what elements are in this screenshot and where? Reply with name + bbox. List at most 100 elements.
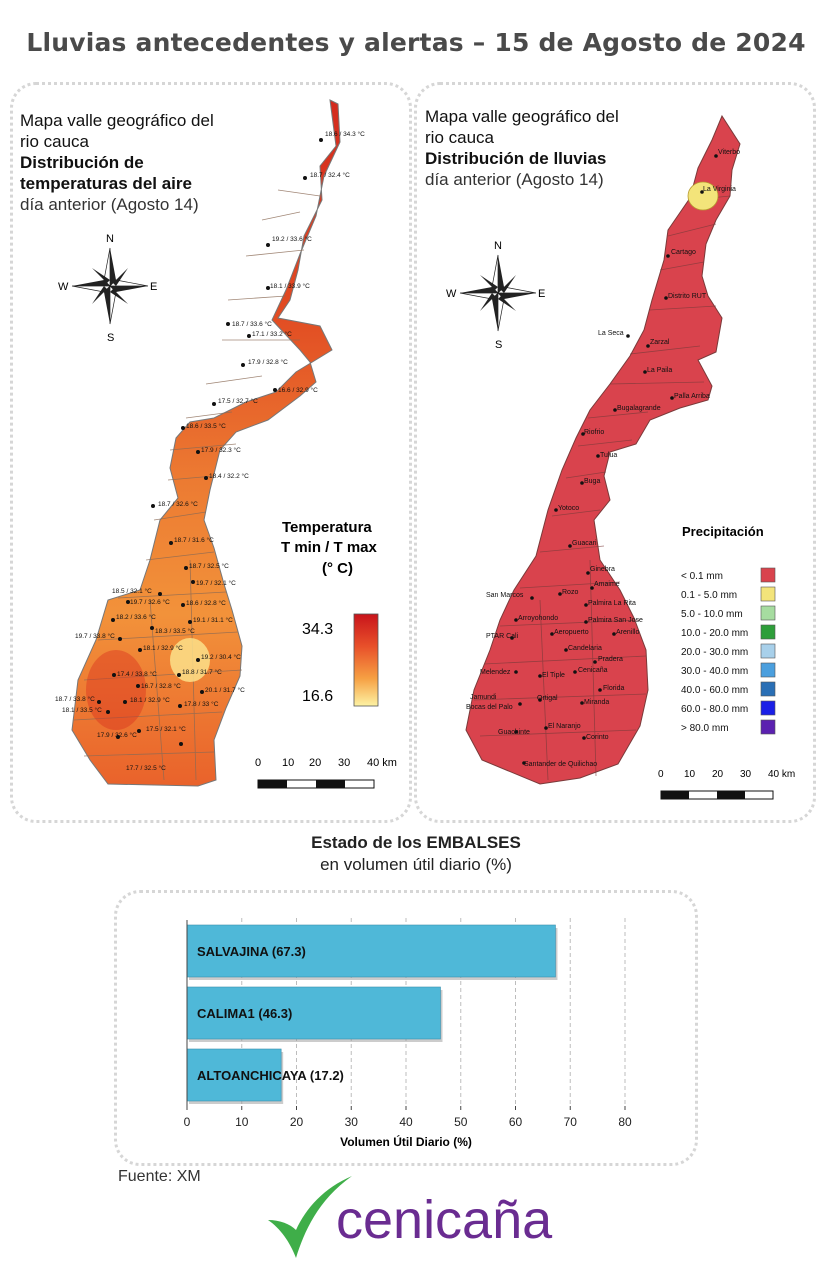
temperature-map: 18.6 / 34.3 °C 18.7 / 32.4 °C 19.2 / 33.…: [55, 99, 397, 789]
station-label: 18.2 / 33.6 °C: [116, 613, 156, 621]
page-title: Lluvias antecedentes y alertas – 15 de A…: [26, 28, 806, 57]
x-tick-labels: 0 10 20 30 40 50 60 70 80: [184, 1106, 632, 1129]
station-label: 18.7 / 31.6 °C: [174, 536, 214, 544]
source-note: Fuente: XM: [118, 1168, 201, 1185]
temperature-station-dots: [97, 138, 323, 746]
station-label: 18.1 / 33.9 °C: [270, 282, 310, 290]
scale-label: 40 km: [367, 757, 397, 769]
station-label: 17.7 / 32.5 °C: [126, 764, 166, 772]
logo-wordmark: cenicaña: [336, 1190, 553, 1250]
bar-label: ALTOANCHICAYA (17.2): [197, 1068, 344, 1083]
precip-legend-label: > 80.0 mm: [681, 723, 729, 734]
station-label: 19.7 / 33.8 °C: [75, 632, 115, 640]
bar: [186, 986, 441, 1040]
place-label: El Tiple: [542, 672, 565, 679]
temp-legend-max: 34.3: [302, 621, 333, 638]
temperature-map-title: Mapa valle geográfico del rio cauca Dist…: [20, 110, 280, 215]
place-label: Riofrio: [584, 429, 604, 436]
rain-region-shape: [465, 114, 741, 785]
station-label: 18.6 / 33.5 °C: [186, 422, 226, 430]
rain-place-dots: [510, 154, 718, 765]
compass-s: S: [107, 332, 114, 344]
place-label: Ortigal: [537, 695, 558, 702]
precip-legend-label: 30.0 - 40.0 mm: [681, 666, 748, 677]
x-tick-label: 0: [184, 1115, 191, 1129]
station-label: 19.2 / 33.6 °C: [272, 235, 312, 243]
precip-legend-title: Precipitación: [682, 524, 764, 539]
bar-label: SALVAJINA (67.3): [197, 944, 306, 959]
place-label: Zarzal: [650, 339, 670, 346]
rain-map-title: Mapa valle geográfico del rio cauca Dist…: [425, 106, 685, 190]
place-label: Distrito RUT: [668, 293, 707, 300]
compass-w: W: [446, 288, 457, 300]
scale-label: 10: [684, 769, 696, 780]
place-label: Rozo: [562, 589, 578, 596]
station-label: 18.7 / 32.4 °C: [310, 171, 350, 179]
leaf-icon: [268, 1176, 352, 1258]
temp-legend-title-3: (° C): [322, 560, 353, 577]
precip-legend-swatch: [760, 681, 776, 697]
place-label: Pradera: [598, 656, 623, 663]
temp-title-line4: temperaturas del aire: [20, 174, 192, 193]
precip-legend-label: 40.0 - 60.0 mm: [681, 685, 748, 696]
place-label: Cenicaña: [578, 667, 608, 674]
x-tick-label: 20: [290, 1115, 304, 1129]
temperature-legend: Temperatura T min / T max (° C) 34.3 16.…: [281, 519, 379, 707]
compass-e: E: [538, 288, 545, 300]
rain-light-zone: [687, 181, 719, 211]
precip-legend-swatch: [760, 624, 776, 640]
place-label: Amaime: [594, 581, 620, 588]
place-label: Arroyohondo: [518, 615, 558, 622]
compass-n: N: [494, 240, 502, 252]
place-label: Palmira San Jose: [588, 617, 643, 624]
station-label: 20.1 / 31.7 °C: [205, 686, 245, 694]
precip-legend-swatch: [760, 719, 776, 735]
precip-legend-label: 10.0 - 20.0 mm: [681, 628, 748, 639]
temp-title-line3: Distribución de: [20, 153, 144, 172]
compass-s: S: [495, 339, 502, 351]
scale-label: 30: [338, 757, 350, 769]
precip-legend-swatch: [760, 605, 776, 621]
station-label: 17.8 / 33 °C: [184, 700, 219, 708]
compass-n: N: [106, 233, 114, 245]
compass-rose-icon: N S E W: [446, 240, 545, 351]
place-label: Guachinte: [498, 729, 530, 736]
station-label: 18.3 / 33.5 °C: [155, 627, 195, 635]
scale-label: 40 km: [768, 769, 795, 780]
station-label: 16.6 / 32.9 °C: [278, 386, 318, 394]
station-label: 17.9 / 32.6 °C: [97, 731, 137, 739]
temperature-region-shape: [71, 99, 341, 787]
x-tick-label: 40: [399, 1115, 413, 1129]
temp-title-line5: día anterior (Agosto 14): [20, 195, 199, 214]
rain-title-line1: Mapa valle geográfico del: [425, 107, 619, 126]
precip-legend-label: 20.0 - 30.0 mm: [681, 647, 748, 658]
precipitation-legend: Precipitación < 0.1 mm 0.1 - 5.0 mm 5.0 - …: [681, 524, 776, 735]
place-label: Santander de Quilichao: [524, 761, 597, 768]
station-label: 17.1 / 33.2 °C: [252, 330, 292, 338]
place-label: La Virginia: [703, 186, 736, 193]
station-label: 19.7 / 32.1 °C: [196, 579, 236, 587]
station-label: 17.5 / 32.7 °C: [218, 397, 258, 405]
temp-scale-bar: 0 10 20 30 40 km: [255, 757, 397, 789]
station-label: 18.5 / 32.1 °C: [112, 587, 152, 595]
precip-legend-swatch: [760, 567, 776, 583]
station-label: 17.9 / 32.3 °C: [201, 446, 241, 454]
temperature-map-panel: [10, 82, 412, 823]
scale-label: 20: [712, 769, 724, 780]
station-label: 18.7 / 33.8 °C: [55, 695, 95, 703]
temp-legend-min: 16.6: [302, 688, 333, 705]
station-label: 18.1 / 32.9 °C: [143, 644, 183, 652]
cenicana-logo: cenicaña: [268, 1176, 553, 1258]
rain-title-line2: rio cauca: [425, 128, 494, 147]
place-label: El Naranjo: [548, 723, 581, 730]
station-label: 18.4 / 32.2 °C: [209, 472, 249, 480]
place-label: Florida: [603, 685, 625, 692]
temp-legend-title-2: T min / T max: [281, 539, 378, 556]
precip-legend-label: 60.0 - 80.0 mm: [681, 704, 748, 715]
scale-label: 0: [255, 757, 261, 769]
place-label: La Paila: [647, 367, 672, 374]
bar-label: CALIMA1 (46.3): [197, 1006, 292, 1021]
place-label: Miranda: [584, 699, 609, 706]
rain-place-labels: Viterbo La Virginia Cartago Distrito RUT…: [466, 149, 740, 768]
x-tick-label: 80: [618, 1115, 632, 1129]
